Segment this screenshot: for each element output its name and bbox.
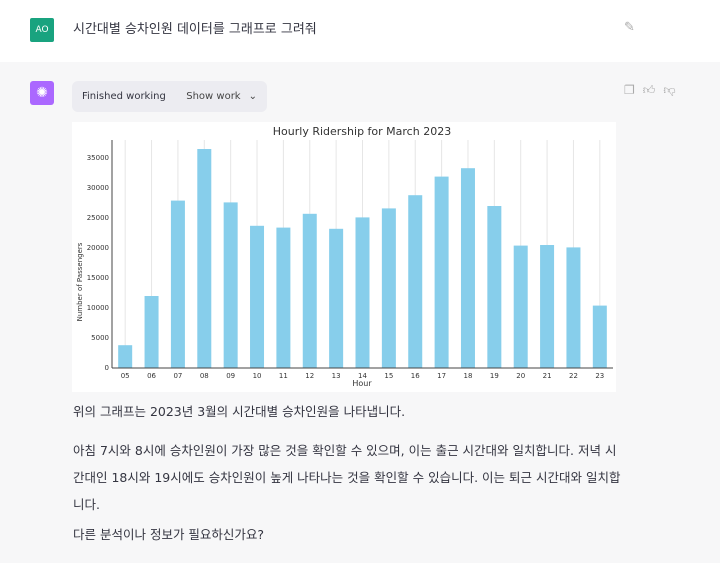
bar-09	[223, 202, 238, 368]
user-message: 시간대별 승차인원 데이터를 그래프로 그려줘	[73, 22, 317, 37]
chevron-down-icon: ⌄	[248, 91, 257, 102]
x-tick-label: 07	[173, 372, 182, 380]
thumbs-up-icon[interactable]: 👍︎	[642, 83, 656, 97]
x-tick-label: 05	[121, 372, 130, 380]
y-tick-label: 0	[105, 364, 109, 372]
response-paragraph: 위의 그래프는 2023년 3월의 시간대별 승차인원을 나타냅니다.	[73, 404, 406, 419]
y-tick-label: 5000	[91, 334, 109, 342]
chart-title: Hourly Ridership for March 2023	[273, 125, 451, 138]
bar-15	[381, 208, 396, 368]
x-tick-label: 11	[279, 372, 288, 380]
x-tick-label: 13	[332, 372, 341, 380]
bar-12	[302, 213, 317, 368]
x-tick-label: 14	[358, 372, 367, 380]
x-tick-label: 06	[147, 372, 156, 380]
response-paragraph: 다른 분석이나 정보가 필요하신가요?	[73, 527, 265, 542]
x-tick-label: 23	[595, 372, 604, 380]
bar-10	[250, 225, 265, 368]
finished-working-label: Finished working	[82, 91, 166, 102]
y-tick-label: 30000	[87, 184, 109, 192]
bar-05	[118, 345, 133, 368]
thumbs-down-icon[interactable]: 👎︎	[663, 83, 676, 97]
bar-17	[434, 176, 449, 368]
x-tick-label: 12	[305, 372, 314, 380]
bar-08	[197, 149, 212, 368]
bar-06	[144, 296, 159, 368]
x-tick-label: 22	[569, 372, 578, 380]
y-tick-label: 35000	[87, 154, 109, 162]
x-tick-label: 15	[384, 372, 393, 380]
bar-14	[355, 217, 370, 368]
show-work-button[interactable]: Show work ⌄	[186, 91, 257, 102]
y-tick-label: 25000	[87, 214, 109, 222]
x-tick-label: 17	[437, 372, 446, 380]
x-tick-label: 19	[490, 372, 499, 380]
x-tick-label: 18	[464, 372, 473, 380]
x-tick-label: 08	[200, 372, 209, 380]
edit-icon[interactable]: ✎	[624, 20, 635, 35]
x-axis-label: Hour	[352, 379, 372, 388]
y-axis-label: Number of Passengers	[76, 242, 84, 321]
user-avatar: AO	[30, 18, 54, 42]
bar-13	[329, 228, 344, 368]
y-tick-label: 20000	[87, 244, 109, 252]
bar-20	[513, 245, 528, 368]
show-work-label: Show work	[186, 91, 241, 102]
ridership-chart: Hourly Ridership for March 2023 Hour Num…	[72, 122, 616, 392]
work-status: Finished working Show work ⌄	[72, 81, 267, 112]
bar-21	[540, 245, 555, 368]
bar-22	[566, 247, 581, 368]
bar-16	[408, 195, 423, 368]
x-tick-label: 20	[516, 372, 525, 380]
assistant-logo-icon: ✺	[30, 81, 54, 105]
x-tick-label: 16	[411, 372, 420, 380]
bar-23	[592, 305, 607, 368]
x-tick-label: 21	[543, 372, 552, 380]
x-tick-label: 10	[253, 372, 262, 380]
bar-19	[487, 206, 502, 368]
x-tick-label: 09	[226, 372, 235, 380]
bar-07	[170, 200, 185, 368]
y-tick-label: 15000	[87, 274, 109, 282]
user-message-row: AO 시간대별 승차인원 데이터를 그래프로 그려줘 ✎	[0, 0, 720, 62]
y-tick-label: 10000	[87, 304, 109, 312]
bar-11	[276, 227, 291, 368]
copy-icon[interactable]: ❐	[624, 83, 635, 97]
response-paragraph: 아침 7시와 8시에 승차인원이 가장 많은 것을 확인할 수 있으며, 이는 …	[73, 443, 621, 512]
bar-18	[460, 168, 475, 368]
